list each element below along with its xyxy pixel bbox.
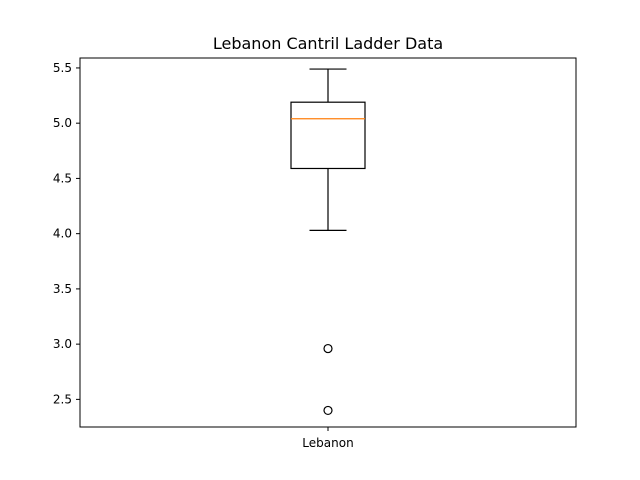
chart-title: Lebanon Cantril Ladder Data <box>213 34 443 53</box>
outlier-point <box>323 343 333 354</box>
outlier-point <box>323 405 333 416</box>
y-tick-label: 5.5 <box>53 61 72 75</box>
y-tick-label: 4.5 <box>53 171 72 185</box>
y-tick-label: 3.5 <box>53 282 72 296</box>
plot-area: 2.5 3.0 3.5 4.0 4.5 5.0 5.5 Lebanon <box>53 57 577 450</box>
x-tick-label: Lebanon <box>302 436 353 450</box>
y-tick-label: 3.0 <box>53 337 72 351</box>
y-tick-label: 4.0 <box>53 227 72 241</box>
iqr-box <box>290 101 366 170</box>
y-tick-label: 5.0 <box>53 116 72 130</box>
y-tick-label: 2.5 <box>53 392 72 406</box>
